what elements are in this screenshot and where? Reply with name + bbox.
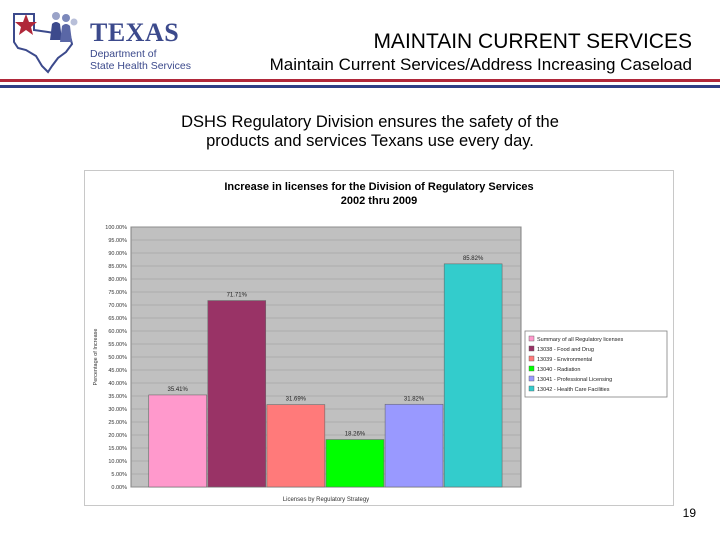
y-tick-label: 85.00% <box>108 264 127 270</box>
y-tick-label: 70.00% <box>108 303 127 309</box>
y-tick-label: 25.00% <box>108 420 127 426</box>
bar-data-label: 31.82% <box>404 396 425 402</box>
page-number: 19 <box>682 506 696 520</box>
chart-subtitle: 2002 thru 2009 <box>341 195 417 207</box>
bar <box>148 394 207 488</box>
legend-swatch <box>528 335 535 342</box>
y-tick-label: 50.00% <box>108 355 127 361</box>
header-rule-red <box>0 79 720 82</box>
logo-subtitle-line2: State Health Services <box>90 60 191 72</box>
legend-entry: 13040 - Radiation <box>537 367 580 373</box>
dshs-logo-icon <box>13 12 78 74</box>
bar-data-label: 71.71% <box>227 293 248 299</box>
bar-data-label: 18.26% <box>345 432 366 438</box>
bar <box>207 300 267 488</box>
legend-entry: 13042 - Health Care Facilities <box>537 387 610 393</box>
bar-data-label: 35.41% <box>168 387 189 393</box>
y-tick-label: 5.00% <box>111 472 127 478</box>
slide-subtitle: Maintain Current Services/Address Increa… <box>269 55 692 74</box>
header-rule-blue <box>0 85 720 88</box>
y-tick-label: 65.00% <box>108 316 127 322</box>
statement-line2: products and services Texans use every d… <box>206 132 534 150</box>
legend-swatch <box>528 365 535 372</box>
x-axis-label: Licenses by Regulatory Strategy <box>283 497 369 503</box>
chart-container: Increase in licenses for the Division of… <box>84 170 674 506</box>
y-axis-label: Percentage of Increase <box>93 329 99 386</box>
legend-swatch <box>528 355 535 362</box>
y-tick-label: 95.00% <box>108 238 127 244</box>
logo-wordmark: TEXAS <box>90 18 180 47</box>
y-tick-label: 10.00% <box>108 459 127 465</box>
slide-title: MAINTAIN CURRENT SERVICES <box>373 30 692 53</box>
legend-entry: 13041 - Professional Licensing <box>537 377 612 383</box>
y-tick-label: 55.00% <box>108 342 127 348</box>
y-tick-label: 45.00% <box>108 368 127 374</box>
y-tick-label: 40.00% <box>108 381 127 387</box>
y-tick-label: 75.00% <box>108 290 127 296</box>
bar-data-label: 31.69% <box>286 397 307 403</box>
legend-entry: 13039 - Environmental <box>537 357 592 363</box>
statement-text: DSHS Regulatory Division ensures the saf… <box>140 113 600 151</box>
y-tick-label: 90.00% <box>108 251 127 257</box>
logo-subtitle-line1: Department of <box>90 48 157 60</box>
bar <box>443 263 503 488</box>
dshs-logo: TEXAS Department of State Health Service… <box>8 4 193 74</box>
legend-box <box>524 330 668 398</box>
statement-line1: DSHS Regulatory Division ensures the saf… <box>181 113 559 131</box>
y-tick-label: 35.00% <box>108 394 127 400</box>
bar <box>384 403 444 488</box>
bar <box>266 404 326 488</box>
y-tick-label: 15.00% <box>108 446 127 452</box>
y-tick-label: 80.00% <box>108 277 127 283</box>
y-tick-label: 60.00% <box>108 329 127 335</box>
legend-entry: Summary of all Regulatory licenses <box>537 337 623 343</box>
chart-title: Increase in licenses for the Division of… <box>224 181 533 193</box>
y-tick-label: 30.00% <box>108 407 127 413</box>
logo-subtitle: Department of State Health Services <box>90 48 191 72</box>
legend-swatch <box>528 385 535 392</box>
y-tick-label: 20.00% <box>108 433 127 439</box>
bar-chart: Increase in licenses for the Division of… <box>93 181 668 503</box>
bar-data-label: 85.82% <box>463 256 484 262</box>
bar <box>325 439 385 488</box>
y-tick-label: 100.00% <box>105 225 127 231</box>
legend-swatch <box>528 345 535 352</box>
legend-entry: 13038 - Food and Drug <box>537 347 594 353</box>
legend-swatch <box>528 375 535 382</box>
y-tick-label: 0.00% <box>111 485 127 491</box>
